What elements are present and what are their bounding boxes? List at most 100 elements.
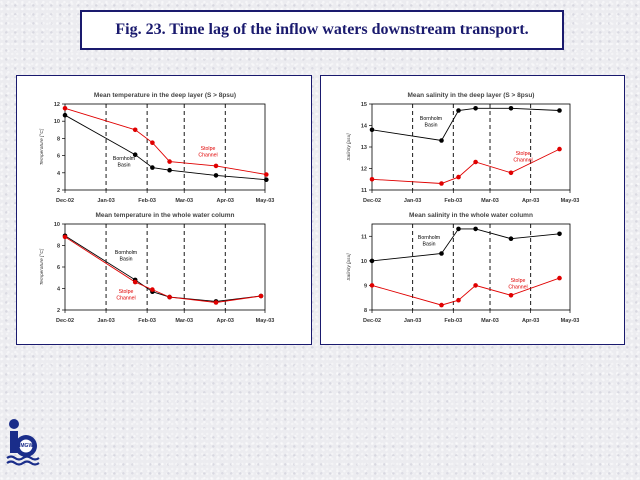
y-tick-label: 10 — [54, 119, 60, 125]
data-point-0 — [456, 226, 461, 232]
y-tick-label: 10 — [361, 259, 367, 265]
y-tick-label: 8 — [57, 136, 60, 142]
plot-frame — [371, 223, 571, 311]
x-tick-label: Feb-03 — [444, 318, 462, 324]
x-tick-label: Feb-03 — [138, 198, 156, 204]
x-tick-label: Mar-03 — [175, 198, 193, 204]
y-tick-label: 2 — [57, 308, 60, 314]
station-label: Channel — [198, 153, 217, 159]
y-tick-label: 11 — [361, 188, 367, 194]
data-point-0 — [369, 258, 375, 264]
station-label: Bornholm — [418, 235, 440, 241]
data-point-1 — [473, 283, 478, 288]
station-label: Stolpe — [201, 146, 216, 152]
x-tick-label: Jan-03 — [97, 198, 114, 204]
y-tick-label: 13 — [361, 145, 367, 151]
x-tick-label: May-03 — [256, 318, 275, 324]
x-tick-label: May-03 — [256, 198, 275, 204]
y-tick-label: 6 — [57, 265, 60, 271]
x-tick-label: Mar-03 — [481, 318, 499, 324]
series-line-0 — [371, 228, 560, 262]
data-point-1 — [264, 172, 269, 177]
y-axis-label: Salinity [psu] — [346, 133, 352, 161]
series-line-1 — [371, 277, 560, 306]
data-point-0 — [508, 236, 514, 241]
data-point-1 — [369, 177, 375, 182]
station-label: Channel — [508, 285, 527, 291]
station-label: Basin — [425, 123, 438, 129]
x-tick-label: Apr-03 — [522, 198, 539, 204]
data-point-1 — [473, 159, 478, 165]
x-tick-label: Dec-02 — [363, 318, 381, 324]
x-tick-label: Jan-03 — [404, 318, 421, 324]
data-point-1 — [62, 106, 68, 111]
data-point-0 — [557, 231, 562, 237]
x-tick-label: Feb-03 — [444, 198, 462, 204]
series-line-1 — [64, 107, 267, 175]
series-line-0 — [371, 107, 560, 141]
data-point-1 — [439, 181, 444, 186]
data-point-1 — [369, 283, 375, 288]
series-line-0 — [64, 235, 262, 302]
station-label: Basin — [423, 242, 436, 248]
institute-logo-icon: IMGW — [6, 418, 42, 468]
y-tick-label: 11 — [361, 234, 367, 240]
data-point-1 — [132, 127, 138, 133]
data-point-1 — [456, 297, 461, 303]
data-point-1 — [213, 300, 219, 305]
station-label: Bornholm — [113, 156, 135, 162]
x-tick-label: Dec-02 — [56, 318, 74, 324]
station-label: Basin — [120, 257, 133, 263]
station-label: Channel — [116, 296, 135, 302]
data-point-1 — [62, 234, 68, 240]
y-tick-label: 14 — [361, 124, 368, 130]
data-point-1 — [150, 140, 155, 145]
y-axis-label: Temperature [°C] — [39, 128, 45, 165]
data-point-1 — [508, 170, 514, 176]
y-tick-label: 9 — [364, 283, 367, 289]
station-label: Basin — [118, 163, 131, 169]
x-tick-label: Feb-03 — [138, 318, 156, 324]
data-point-0 — [473, 106, 478, 111]
y-tick-label: 10 — [54, 222, 60, 228]
station-label: Stolpe — [516, 151, 531, 157]
data-point-0 — [150, 165, 155, 170]
data-point-0 — [264, 177, 269, 182]
y-axis-label: Salinity [psu] — [346, 253, 352, 281]
right-chart-panel — [320, 75, 625, 345]
y-tick-label: 4 — [57, 171, 61, 177]
data-point-0 — [508, 106, 514, 111]
y-tick-label: 2 — [57, 188, 60, 194]
plot-frame — [64, 103, 266, 191]
data-point-1 — [439, 302, 444, 308]
x-tick-label: Apr-03 — [522, 318, 539, 324]
y-axis-label: Temperature [°C] — [39, 248, 45, 285]
data-point-1 — [508, 293, 514, 298]
data-point-0 — [213, 173, 219, 178]
data-point-0 — [557, 108, 562, 113]
data-point-1 — [167, 159, 172, 164]
data-point-0 — [473, 226, 478, 232]
station-label: Bornholm — [115, 250, 137, 256]
data-point-1 — [213, 163, 219, 169]
data-point-0 — [456, 108, 461, 113]
y-tick-label: 4 — [57, 287, 61, 293]
station-label: Stolpe — [511, 278, 526, 284]
slide-title-box: Fig. 23. Time lag of the inflow waters d… — [80, 10, 564, 50]
x-tick-label: May-03 — [561, 318, 580, 324]
slide-title: Fig. 23. Time lag of the inflow waters d… — [115, 21, 529, 38]
chart-title: Mean temperature in the whole water colu… — [95, 212, 234, 219]
y-tick-label: 12 — [361, 167, 367, 173]
series-line-1 — [64, 236, 262, 303]
x-tick-label: May-03 — [561, 198, 580, 204]
data-point-0 — [62, 112, 68, 118]
station-label: Stolpe — [119, 289, 134, 295]
data-point-1 — [557, 275, 562, 281]
data-point-1 — [167, 294, 172, 300]
plot-frame — [371, 103, 571, 191]
data-point-1 — [150, 287, 155, 292]
station-label: Bornholm — [420, 116, 442, 122]
x-tick-label: Apr-03 — [217, 198, 234, 204]
series-line-1 — [371, 148, 560, 184]
